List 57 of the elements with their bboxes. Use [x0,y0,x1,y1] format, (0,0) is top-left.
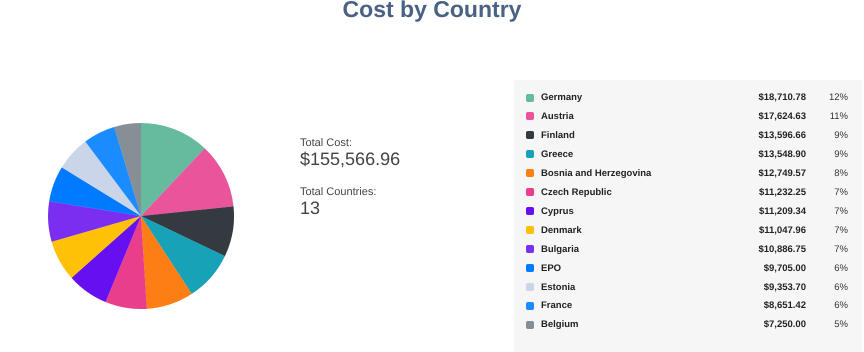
pie-slice [141,148,234,216]
text: 6% [833,282,848,292]
legend-label: Finland [541,130,576,141]
text: 7% [833,244,848,255]
pie-slice [49,167,141,216]
text: 7% [833,206,848,217]
text: 7% [833,186,848,198]
legend-label: Greece [541,148,574,160]
text: 8% [833,168,848,179]
text: Total Countries: [300,186,378,198]
data-label: $11,209.34 [758,206,806,217]
pie-slice [85,126,141,216]
pie-slice [114,123,141,216]
data-label: $17,624.63 [757,110,806,122]
text: 7% [833,224,848,236]
pie-slice [141,123,205,216]
pie-slice [106,216,147,309]
data-label: $9,353.70 [762,282,806,292]
legend-label: Belgium [541,319,580,330]
text: 9% [833,148,848,160]
pie-slice [141,216,192,309]
text: $155,566.96 [300,149,400,170]
pie-slice [72,216,141,302]
text: 6% [833,262,848,274]
data-label: $12,749.57 [757,168,806,179]
legend-label: Estonia [541,282,576,292]
pie-slice [48,201,141,242]
data-label: $7,250.00 [762,319,806,330]
data-label: $11,047.96 [758,224,806,236]
legend-label: France [541,300,574,312]
text: Total Cost: [300,137,353,149]
pie-slice [141,216,225,294]
text: 11% [828,110,848,122]
legend-label: Bulgaria [541,244,580,255]
data-label: $8,651.42 [762,300,806,312]
text: 13 [300,198,322,219]
text: 9% [833,130,848,141]
data-label: $10,886.75 [757,244,806,255]
text: 6% [833,300,848,312]
text: 12% [828,92,848,103]
legend-label: Denmark [541,224,583,236]
pie-slice [141,206,234,256]
pie-slice [62,142,141,216]
legend-label: EPO [541,262,562,274]
chart-title: Cost by Country [342,0,522,23]
legend-label: Germany [541,92,584,103]
legend-label: Czech Republic [541,186,613,198]
data-label: $18,710.78 [757,92,806,103]
legend-label: Austria [541,110,575,122]
data-label: $11,232.25 [758,186,806,198]
legend-label: Bosnia and Herzegovina [541,168,652,179]
data-label: $9,705.00 [762,262,806,274]
text: 5% [833,319,848,330]
legend-label: Cyprus [541,206,575,217]
data-label: $13,596.66 [757,130,806,141]
pie-slice [52,216,141,278]
data-label: $13,548.90 [757,148,806,160]
